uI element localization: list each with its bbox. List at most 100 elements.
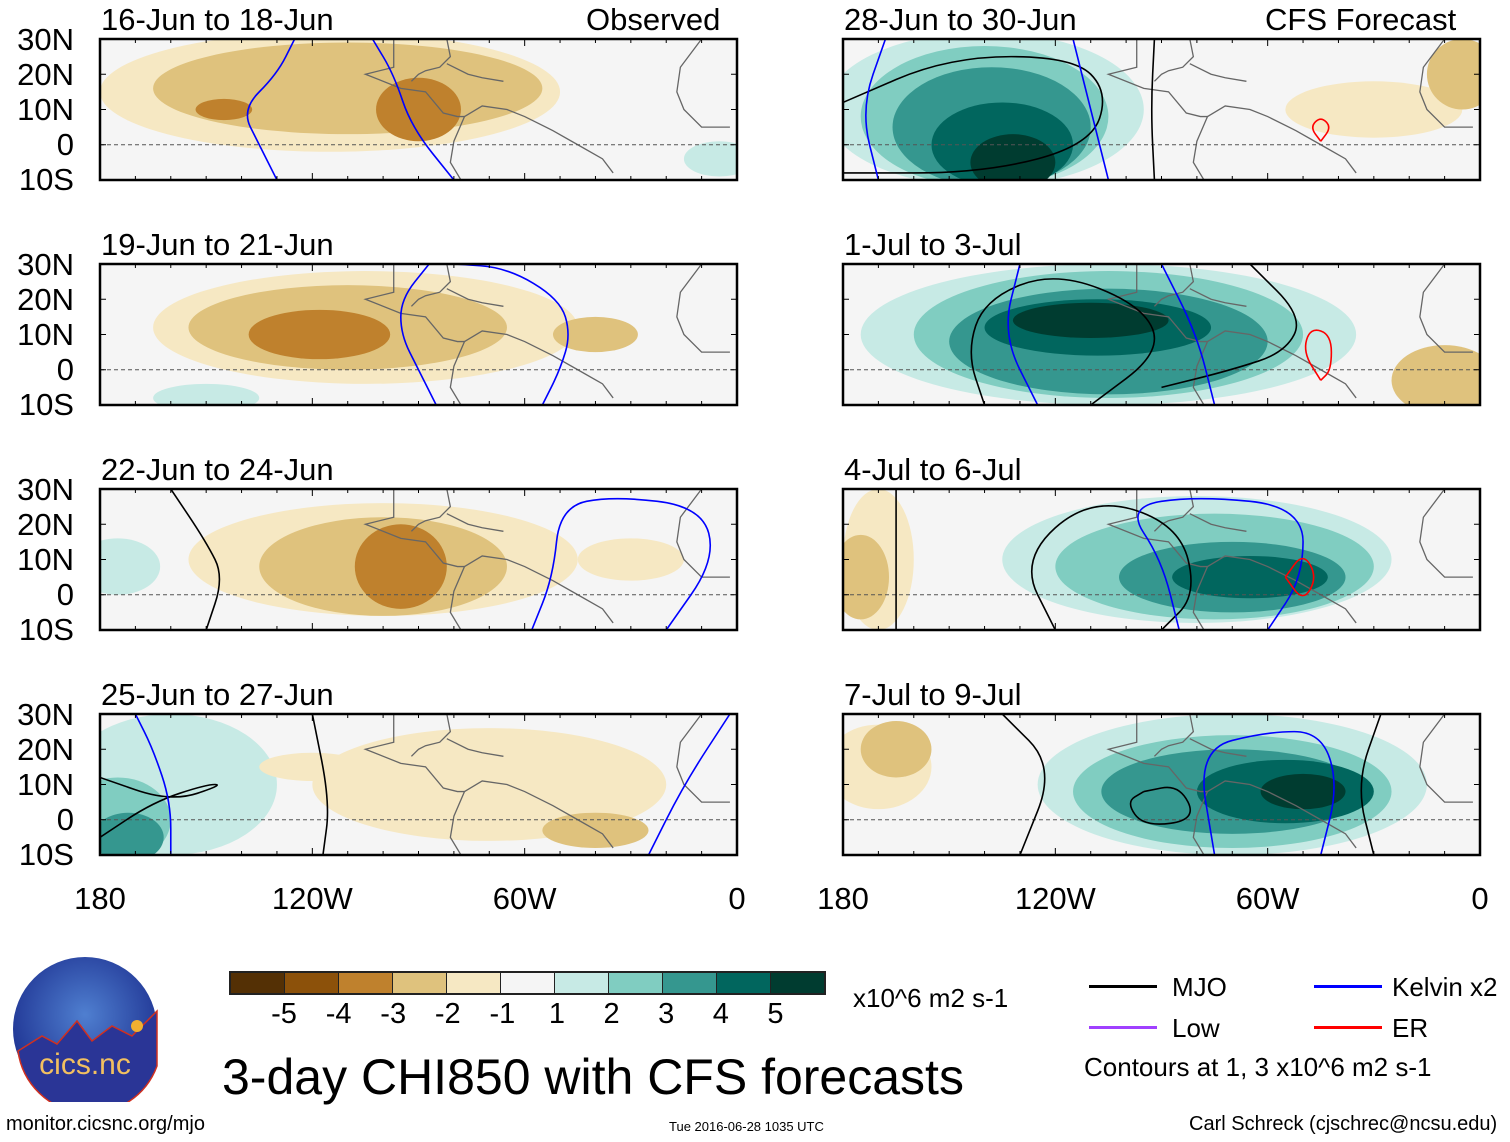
mjo-contour <box>1161 264 1298 389</box>
kelvin-legend-label: Kelvin x2 <box>1392 972 1498 1002</box>
coastline <box>1189 63 1247 82</box>
lat-label: 30N <box>17 472 74 507</box>
observed-header: Observed <box>586 2 721 37</box>
low-legend-line <box>1089 1026 1157 1029</box>
lat-label: 10S <box>18 612 74 647</box>
kelvin-contour <box>453 264 569 405</box>
anomaly-region <box>1260 773 1346 810</box>
map-panel <box>841 712 1482 857</box>
lat-label: 10N <box>17 542 74 577</box>
mjo-contour <box>843 55 1104 174</box>
coastline <box>363 714 466 855</box>
lat-label: 30N <box>17 22 74 57</box>
mjo-contour <box>1150 39 1156 180</box>
coastline <box>1207 105 1357 174</box>
map-panel <box>98 37 739 182</box>
lon-label: 0 <box>728 881 746 916</box>
map-panel <box>98 262 739 407</box>
coastline <box>1189 738 1247 757</box>
lon-label: 120W <box>1014 881 1096 916</box>
colorbar-swatch <box>555 973 609 993</box>
lat-label: 0 <box>56 127 74 162</box>
kelvin-contour <box>400 264 437 405</box>
colorbar-swatch <box>717 973 771 993</box>
anomaly-region <box>259 752 366 781</box>
mjo-contour <box>311 714 329 855</box>
colorbar-swatch <box>609 973 663 993</box>
mjo-contour <box>1030 505 1192 630</box>
cfs-forecast-header: CFS Forecast <box>1265 2 1457 37</box>
coastline <box>1153 714 1195 757</box>
er-legend-line <box>1314 1026 1382 1029</box>
kelvin-contour <box>134 714 172 855</box>
lat-label: 10S <box>18 162 74 197</box>
colorbar-label: -1 <box>489 998 516 1030</box>
anomaly-region <box>100 812 164 855</box>
lat-label: 20N <box>17 507 74 542</box>
coastline <box>363 264 466 405</box>
mjo-legend-label: MJO <box>1172 972 1227 1002</box>
anomaly-region <box>1391 345 1480 405</box>
lon-label: 120W <box>271 881 353 916</box>
colorbar-label: -2 <box>434 998 461 1030</box>
site-url[interactable]: monitor.cicsnc.org/mjo <box>6 1113 205 1135</box>
panel-title: 4-Jul to 6-Jul <box>844 452 1022 487</box>
coastline <box>1419 489 1473 578</box>
coastline <box>464 105 614 174</box>
map-panel <box>841 37 1482 182</box>
low-legend-label: Low <box>1172 1013 1220 1043</box>
kelvin-contour <box>531 497 712 630</box>
anomaly-region <box>1426 39 1480 110</box>
lat-label: 30N <box>17 697 74 732</box>
colorbar-label: -5 <box>271 998 297 1030</box>
lat-label: 20N <box>17 282 74 317</box>
panel-title: 28-Jun to 30-Jun <box>844 2 1077 37</box>
kelvin-contour <box>1203 730 1335 855</box>
kelvin-contour <box>1160 264 1216 405</box>
kelvin-legend-line <box>1314 985 1382 988</box>
lon-label: 60W <box>492 881 557 916</box>
coastline <box>446 738 504 757</box>
coastline <box>410 714 452 757</box>
lat-label: 0 <box>56 352 74 387</box>
panel-title: 19-Jun to 21-Jun <box>101 227 334 262</box>
logo-text: cics.nc <box>39 1048 131 1081</box>
coastline <box>1207 555 1357 624</box>
colorbar-label: 3 <box>658 998 675 1030</box>
cics-logo: cics.nc <box>13 957 158 1102</box>
colorbar-label: -4 <box>325 998 352 1030</box>
anomaly-region <box>248 309 391 360</box>
coastline <box>410 264 452 307</box>
colorbar-swatch <box>663 973 717 993</box>
coastline <box>1419 39 1473 128</box>
coastline <box>410 39 452 82</box>
coastline <box>1419 264 1473 353</box>
panel-title: 1-Jul to 3-Jul <box>844 227 1022 262</box>
map-panel <box>98 712 739 857</box>
lat-label: 10N <box>17 92 74 127</box>
lat-label: 10N <box>17 317 74 352</box>
kelvin-contour <box>1007 264 1039 405</box>
lat-label: 0 <box>56 577 74 612</box>
colorbar <box>229 971 826 995</box>
er-contour <box>1304 329 1333 381</box>
er-contour <box>1311 118 1330 142</box>
coastline <box>363 39 466 180</box>
lat-label: 10N <box>17 767 74 802</box>
coastline <box>446 288 504 307</box>
anomaly-region <box>153 383 260 405</box>
anomaly-region <box>843 534 889 620</box>
anomaly-region <box>100 538 161 595</box>
panel-title: 16-Jun to 18-Jun <box>101 2 334 37</box>
anomaly-region <box>354 524 447 609</box>
colorbar-swatch <box>231 973 285 993</box>
anomaly-region <box>1285 81 1463 138</box>
colorbar-label: 4 <box>712 998 729 1030</box>
coastline <box>1106 489 1209 630</box>
figure-title: 3-day CHI850 with CFS forecasts <box>222 1049 964 1105</box>
coastline <box>446 63 504 82</box>
panel-title: 22-Jun to 24-Jun <box>101 452 334 487</box>
map-panel <box>841 262 1482 407</box>
anomaly-region <box>1012 302 1169 339</box>
